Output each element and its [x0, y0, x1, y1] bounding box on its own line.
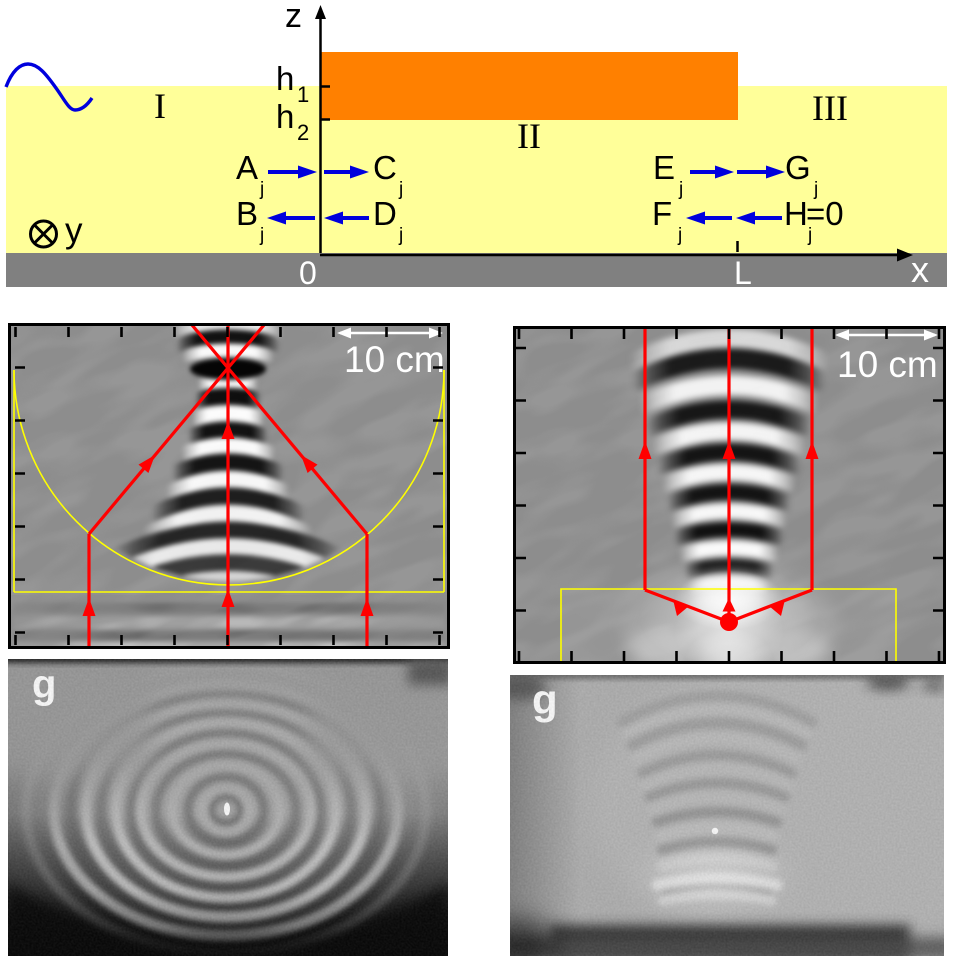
- svg-text:10 cm: 10 cm: [837, 344, 938, 385]
- svg-text:10 cm: 10 cm: [344, 339, 445, 380]
